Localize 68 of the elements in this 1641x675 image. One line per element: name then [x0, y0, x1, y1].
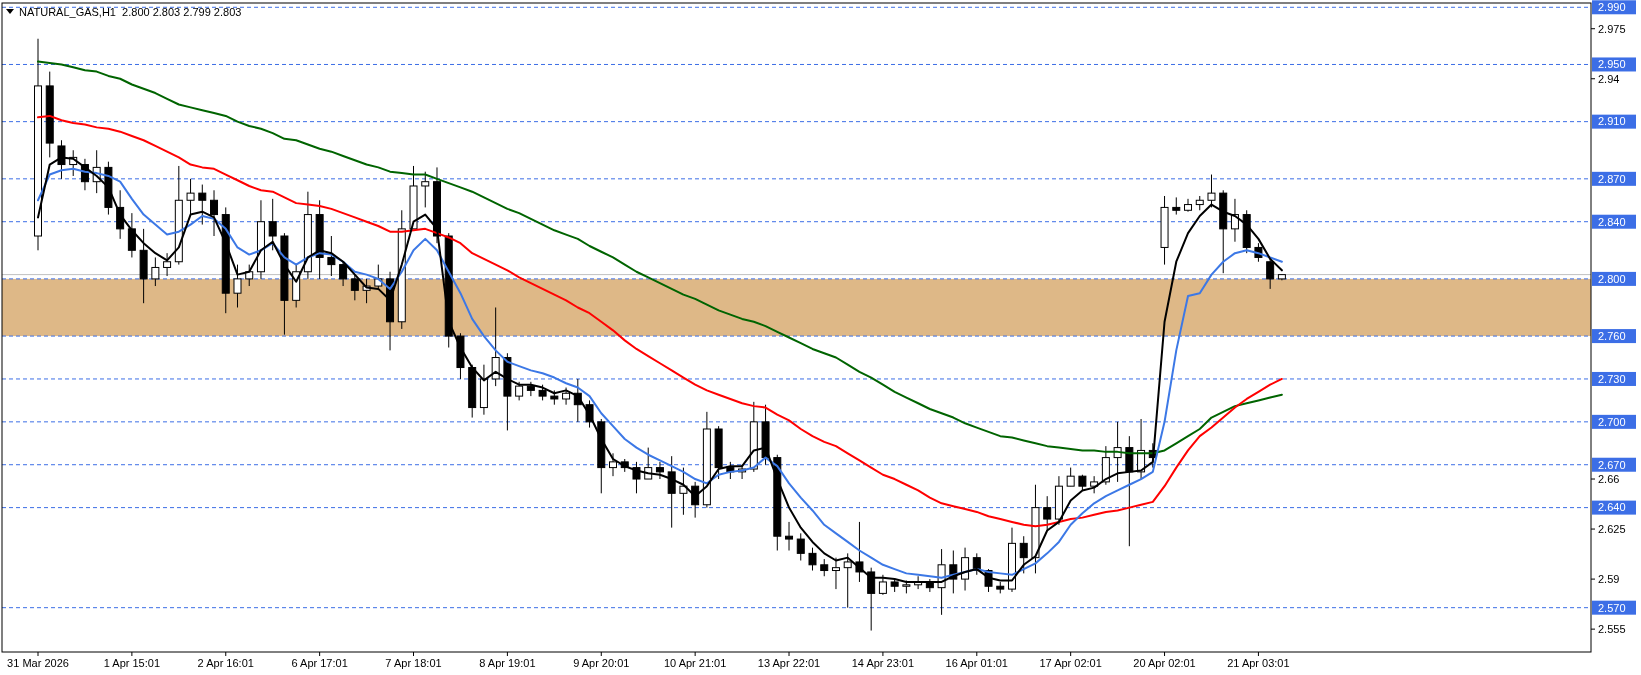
- candlestick: [186, 178, 195, 216]
- y-tick-label: 2.66: [1598, 472, 1620, 485]
- candlestick: [350, 274, 359, 301]
- candlestick: [491, 306, 500, 387]
- x-tick-label: 14 Apr 23:01: [851, 657, 915, 669]
- candlestick: [327, 235, 336, 277]
- y-tick-label: 2.94: [1598, 72, 1620, 85]
- x-tick-label: 13 Apr 22:01: [757, 657, 821, 669]
- y-tick-label: 2.59: [1598, 572, 1620, 585]
- candlestick: [585, 399, 594, 429]
- candlestick: [1113, 421, 1122, 483]
- candlestick: [667, 455, 676, 529]
- candlestick: [808, 547, 817, 572]
- candlestick: [268, 198, 277, 251]
- candlestick: [339, 261, 348, 287]
- ref-line-label: 2.730: [1598, 372, 1626, 385]
- x-tick-label: 1 Apr 15:01: [103, 657, 161, 669]
- y-tick-label: 2.975: [1598, 22, 1626, 35]
- candlestick: [210, 189, 219, 237]
- candlestick: [245, 264, 254, 287]
- candlestick: [796, 532, 805, 562]
- x-tick-label: 20 Apr 02:01: [1133, 657, 1196, 669]
- candlestick: [233, 264, 242, 308]
- candlestick: [609, 452, 618, 477]
- x-tick-label: 9 Apr 20:01: [573, 657, 630, 669]
- candlestick: [1266, 258, 1275, 290]
- ref-line-label: 2.760: [1598, 329, 1626, 342]
- chart-title: NATURAL_GAS,H1 2.800 2.803 2.799 2.803: [19, 6, 242, 18]
- candlestick: [679, 467, 688, 516]
- x-tick-label: 10 Apr 21:01: [663, 657, 727, 669]
- candlestick: [151, 256, 160, 287]
- y-tick-label: 2.555: [1598, 622, 1626, 635]
- x-tick-label: 8 Apr 19:01: [479, 657, 536, 669]
- candlestick: [127, 212, 136, 258]
- candlestick: [1066, 467, 1075, 487]
- ref-line-label: 2.800: [1598, 272, 1626, 285]
- candlestick: [1019, 535, 1028, 574]
- ref-line-label: 2.570: [1598, 601, 1626, 614]
- candlestick: [163, 252, 172, 277]
- ref-line-label: 2.950: [1598, 58, 1626, 71]
- candlestick: [1090, 475, 1099, 494]
- ref-line-label: 2.700: [1598, 415, 1626, 428]
- x-tick-label: 21 Apr 03:01: [1227, 657, 1290, 669]
- candlestick: [526, 381, 535, 397]
- candlestick: [1207, 174, 1216, 208]
- candlestick: [655, 461, 664, 480]
- candlestick: [1043, 495, 1052, 531]
- ref-line-label: 2.840: [1598, 215, 1626, 228]
- ref-line-label: 2.990: [1598, 1, 1626, 14]
- x-tick-label: 17 Apr 02:01: [1039, 657, 1102, 669]
- x-tick-label: 7 Apr 18:01: [385, 657, 442, 669]
- candlestick: [562, 387, 571, 406]
- ref-line-label: 2.910: [1598, 115, 1626, 128]
- candlestick: [515, 381, 524, 401]
- x-tick-label: 31 Mar 2026: [7, 657, 69, 669]
- x-tick-label: 6 Apr 17:01: [291, 657, 348, 669]
- candlestick: [198, 184, 207, 226]
- x-tick-label: 2 Apr 16:01: [197, 657, 254, 669]
- line-series: [37, 114, 1283, 528]
- candlestick: [421, 171, 430, 208]
- y-tick-label: 2.625: [1598, 522, 1626, 535]
- x-tick-label: 16 Apr 01:01: [945, 657, 1008, 669]
- ref-line-label: 2.640: [1598, 501, 1626, 514]
- ref-line-label: 2.670: [1598, 458, 1626, 471]
- ref-line-label: 2.870: [1598, 172, 1626, 185]
- candlestick: [632, 461, 641, 494]
- candlestick: [1184, 198, 1193, 213]
- candlestick: [785, 521, 794, 551]
